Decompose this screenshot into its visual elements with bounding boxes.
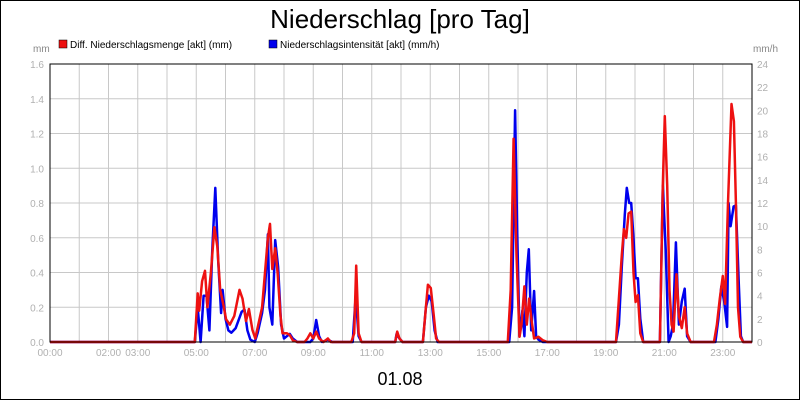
y-right-tick-label: 12 bbox=[757, 199, 769, 210]
y-right-unit: mm/h bbox=[753, 44, 778, 55]
y-left-unit: mm bbox=[33, 44, 50, 55]
y-right-tick-label: 20 bbox=[757, 106, 769, 117]
y-left-tick-label: 1.6 bbox=[30, 60, 44, 71]
y-right-tick-label: 16 bbox=[757, 153, 769, 164]
y-right-tick-label: 18 bbox=[757, 130, 769, 141]
series-line-1 bbox=[50, 102, 752, 344]
x-tick-label: 19:00 bbox=[593, 348, 618, 359]
y-left-tick-label: 0.8 bbox=[30, 199, 44, 210]
y-right-tick-label: 2 bbox=[757, 315, 763, 326]
series-lines bbox=[50, 102, 752, 344]
x-tick-label: 23:00 bbox=[710, 348, 735, 359]
x-tick-label: 15:00 bbox=[476, 348, 501, 359]
y-left-tick-label: 1.2 bbox=[30, 130, 44, 141]
y-right-tick-label: 24 bbox=[757, 60, 769, 71]
y-right-tick-label: 22 bbox=[757, 83, 769, 94]
date-label: 01.08 bbox=[377, 369, 422, 389]
y-left-tick-label: 0.6 bbox=[30, 234, 44, 245]
y-left-tick-label: 0.2 bbox=[30, 303, 44, 314]
legend-swatch-menge bbox=[58, 39, 68, 49]
chart-title: Niederschlag [pro Tag] bbox=[270, 4, 530, 34]
legend-label-menge: Diff. Niederschlagsmenge [akt] (mm) bbox=[70, 40, 232, 51]
y-right-tick-label: 14 bbox=[757, 176, 769, 187]
legend: Diff. Niederschlagsmenge [akt] (mm) Nied… bbox=[58, 39, 440, 51]
x-tick-label: 09:00 bbox=[301, 348, 326, 359]
x-tick-label: 17:00 bbox=[535, 348, 560, 359]
x-tick-label: 03:00 bbox=[125, 348, 150, 359]
x-tick-label: 11:00 bbox=[360, 348, 385, 359]
y-right-tick-label: 0 bbox=[757, 338, 763, 349]
x-tick-label: 00:00 bbox=[37, 348, 62, 359]
grid bbox=[49, 63, 753, 343]
x-tick-labels: 00:00 02:00 03:00 05:00 07:00 09:00 11:00 13:00… bbox=[37, 348, 735, 359]
legend-label-intensitaet: Niederschlagsintensität [akt] (mm/h) bbox=[280, 40, 440, 51]
y-left-tick-label: 0.0 bbox=[30, 338, 44, 349]
x-tick-label: 07:00 bbox=[242, 348, 267, 359]
y-right-tick-label: 10 bbox=[757, 222, 769, 233]
legend-swatch-intensitaet bbox=[268, 39, 278, 49]
y-right-tick-label: 4 bbox=[757, 292, 763, 303]
y-right-tick-label: 6 bbox=[757, 269, 763, 280]
x-tick-label: 13:00 bbox=[418, 348, 443, 359]
y-left-tick-label: 1.0 bbox=[30, 164, 44, 175]
x-tick-label: 05:00 bbox=[184, 348, 209, 359]
x-tick-label: 02:00 bbox=[96, 348, 121, 359]
plot-border bbox=[49, 63, 753, 343]
y-left-tick-label: 1.4 bbox=[30, 95, 44, 106]
y-left-tick-labels: 0.0 0.2 0.4 0.6 0.8 1.0 1.2 1.4 1.6 bbox=[30, 60, 44, 349]
y-left-tick-label: 0.4 bbox=[30, 269, 44, 280]
y-right-tick-label: 8 bbox=[757, 245, 763, 256]
x-tick-label: 21:00 bbox=[652, 348, 677, 359]
